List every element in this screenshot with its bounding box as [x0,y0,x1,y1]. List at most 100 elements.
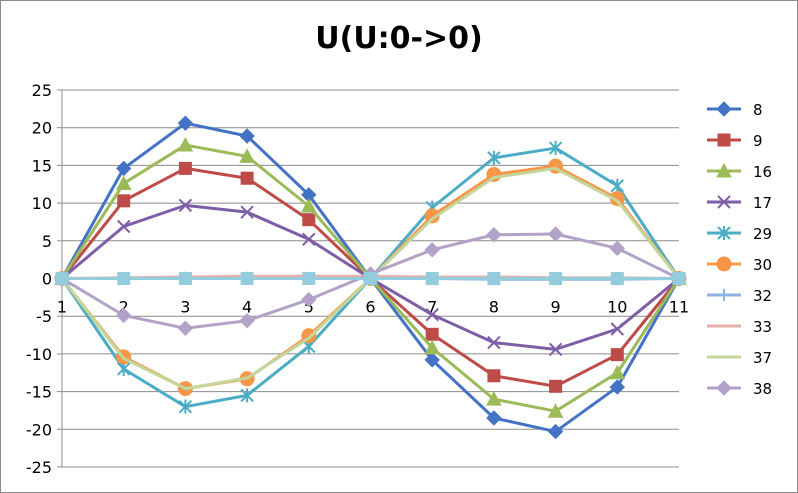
y-tick-label: -20 [26,420,52,439]
x-tick-label: 9 [551,298,561,317]
data-point [424,352,440,368]
x-tick-label: 7 [427,298,437,317]
data-point [239,148,255,163]
legend-item-8: 8 [707,101,763,119]
legend-label: 33 [753,318,772,336]
data-point [610,178,625,193]
data-point [239,128,255,144]
x-tick-label: 2 [119,298,129,317]
data-point [177,320,194,336]
data-point [424,242,440,258]
data-point [115,307,132,324]
data-point [487,369,501,383]
data-point [240,388,254,403]
data-point [548,342,563,357]
legend-label: 16 [753,163,772,181]
data-point [302,213,316,227]
data-point [115,175,132,190]
x-tick-label: 1 [57,298,67,317]
legend-item-38: 38 [707,380,772,398]
x-tick-label: 6 [365,298,375,317]
data-point [240,205,254,219]
y-tick-label: -25 [26,458,52,477]
data-point [548,141,563,156]
data-point [609,364,626,380]
data-point [547,226,564,242]
data-point [178,399,193,414]
data-point [117,194,131,208]
data-point [177,115,194,131]
data-point [178,198,193,213]
legend-label: 32 [753,287,772,305]
data-point [239,313,255,329]
data-point [717,195,731,209]
data-point [549,272,563,285]
data-point [487,150,501,165]
data-point [486,410,502,426]
legend-label: 9 [753,132,763,150]
data-point [425,307,439,322]
legend-label: 37 [753,349,772,367]
legend-label: 29 [753,225,772,243]
y-tick-label: -5 [36,307,52,326]
data-point [716,380,732,396]
x-tick-label: 3 [180,298,190,317]
legend-label: 8 [753,101,763,119]
data-point [716,162,732,178]
y-tick-label: 10 [32,194,52,213]
y-tick-label: -10 [26,345,52,364]
data-point [240,171,254,185]
data-point [116,219,131,234]
data-point [425,272,439,285]
y-tick-label: 5 [42,232,52,251]
data-point [610,348,624,362]
legend-item-9: 9 [707,132,763,150]
data-point [717,133,731,147]
data-point [240,272,254,285]
x-tick-label: 11 [669,298,689,317]
data-point [486,227,502,243]
data-point [115,160,132,177]
data-point [718,289,730,301]
data-point [549,379,563,393]
y-tick-label: -15 [26,383,52,402]
y-tick-label: 20 [32,119,52,138]
data-point [609,240,626,257]
y-tick-label: 0 [42,270,52,289]
series-layer [54,115,687,440]
x-tick-label: 4 [242,298,252,317]
data-point [55,272,69,285]
legend-label: 17 [753,194,772,212]
legend-item-37: 37 [707,349,772,367]
data-point [547,423,564,440]
legend-item-30: 30 [707,256,772,274]
data-point [716,256,732,272]
data-point [717,226,731,240]
data-point [716,101,732,117]
y-tick-label: 25 [32,81,52,100]
x-tick-label: 8 [489,298,499,317]
legend-label: 30 [753,256,772,274]
data-point [610,322,625,336]
y-tick-label: 15 [32,156,52,175]
data-point [672,272,686,285]
legend-item-32: 32 [707,287,772,305]
data-point [487,272,501,285]
data-point [547,403,564,418]
data-point [178,272,192,285]
data-point [610,272,624,285]
chart-title: U(U:0->0) [315,21,483,56]
legend: 8 9 16 17 29 30 32 33 37 38 [707,101,772,398]
data-point [300,198,317,213]
data-point [301,291,317,308]
grid-layer [62,89,679,468]
data-point [486,391,502,406]
legend-item-33: 33 [707,318,772,336]
series-unnamed [55,272,686,285]
data-point [487,335,501,350]
data-point [117,272,131,285]
data-point [302,232,316,246]
legend-label: 38 [753,380,772,398]
